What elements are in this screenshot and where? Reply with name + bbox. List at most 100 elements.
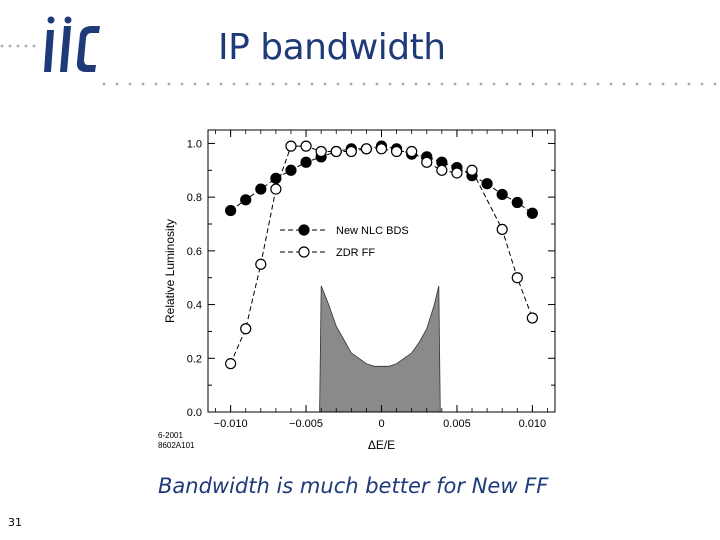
x-tick-label: 0.005 <box>443 418 471 430</box>
y-axis-label: Relative Luminosity <box>163 219 177 323</box>
underline-dot <box>141 82 145 86</box>
underline-dot <box>427 82 431 86</box>
point-zdr-ff <box>345 145 357 158</box>
underline-dot <box>687 82 691 86</box>
underline-dot <box>232 82 236 86</box>
point-zdr-ff <box>240 323 252 335</box>
point-zdr-ff <box>451 167 463 179</box>
underline-dot <box>414 82 418 86</box>
underline-dot <box>557 82 561 86</box>
x-tick-label: 0.010 <box>519 418 547 430</box>
point-new-nlc-bds <box>285 164 297 176</box>
underline-dot <box>505 82 509 86</box>
y-tick-label: 0.8 <box>187 192 202 204</box>
underline-dot <box>648 82 652 86</box>
underline-dot <box>479 82 483 86</box>
underline-dot <box>596 82 600 86</box>
underline-dot <box>245 82 249 86</box>
underline-dot <box>583 82 587 86</box>
underline-dot <box>362 82 366 86</box>
underline-dot <box>180 82 184 86</box>
underline-dot <box>635 82 639 86</box>
y-tick-label: 0.2 <box>187 353 202 365</box>
page-number: 31 <box>8 516 22 529</box>
underline-dot <box>323 82 327 86</box>
legend-label: ZDR FF <box>336 247 375 259</box>
point-new-nlc-bds <box>300 156 312 168</box>
point-new-nlc-bds <box>511 196 523 209</box>
underline-dot <box>700 82 704 86</box>
y-tick-label: 0.0 <box>187 407 202 419</box>
underline-dot <box>102 82 106 86</box>
figure-note: 6-2001 <box>158 431 183 440</box>
point-zdr-ff <box>270 183 282 195</box>
point-new-nlc-bds <box>255 183 267 195</box>
decorative-dots-left <box>0 44 36 48</box>
legend-label: New NLC BDS <box>336 225 409 237</box>
point-zdr-ff <box>300 140 312 152</box>
underline-dot <box>622 82 626 86</box>
svg-text:ilc: ilc <box>72 51 74 53</box>
luminosity-chart: 0.0 0.2 0.4 0.6 0.8 1.0 −0.010 −0.005 0 0.005 0.01… <box>158 129 556 452</box>
point-new-nlc-bds <box>225 204 237 217</box>
energy-spread-distribution <box>319 285 441 413</box>
x-axis-label: ΔE/E <box>368 438 395 452</box>
series-new-nlc-bds-line <box>230 145 533 214</box>
underline-dot <box>466 82 470 86</box>
slide-title: IP bandwidth <box>218 27 446 68</box>
point-zdr-ff <box>406 145 418 158</box>
y-tick-label: 0.6 <box>187 246 202 258</box>
underline-dot <box>388 82 392 86</box>
point-zdr-ff <box>466 164 478 176</box>
point-new-nlc-bds <box>240 194 252 206</box>
point-zdr-ff <box>360 143 373 155</box>
underline-dot <box>219 82 223 86</box>
y-tick-label: 0.4 <box>187 300 202 312</box>
underline-dot <box>401 82 405 86</box>
underline-dot <box>193 82 197 86</box>
underline-dot <box>453 82 457 86</box>
underline-dot <box>297 82 301 86</box>
underline-dot <box>440 82 444 86</box>
point-zdr-ff <box>225 358 237 370</box>
underline-dot <box>544 82 548 86</box>
underline-dot <box>375 82 379 86</box>
underline-dot <box>661 82 665 86</box>
underline-dot <box>570 82 574 86</box>
underline-dot <box>518 82 522 86</box>
point-zdr-ff <box>436 164 448 176</box>
figure-note: 8602A101 <box>158 441 195 450</box>
underline-dot <box>336 82 340 86</box>
point-zdr-ff <box>390 145 403 158</box>
underline-dot <box>258 82 262 86</box>
title-underline-dots <box>102 82 717 86</box>
point-zdr-ff <box>511 272 523 284</box>
point-zdr-ff <box>330 145 342 158</box>
point-zdr-ff <box>255 258 267 270</box>
x-tick-label: −0.010 <box>214 418 248 430</box>
underline-dot <box>154 82 158 86</box>
underline-dot <box>115 82 119 86</box>
underline-dot <box>206 82 210 86</box>
point-zdr-ff <box>285 140 297 152</box>
underline-dot <box>128 82 132 86</box>
point-new-nlc-bds <box>270 172 282 184</box>
underline-dot <box>167 82 171 86</box>
point-zdr-ff <box>421 156 433 168</box>
point-zdr-ff <box>315 145 327 158</box>
x-tick-label: 0 <box>378 418 384 430</box>
underline-dot <box>531 82 535 86</box>
legend-marker <box>298 246 310 258</box>
underline-dot <box>492 82 496 86</box>
point-zdr-ff <box>496 223 508 235</box>
point-new-nlc-bds <box>496 188 508 201</box>
underline-dot <box>674 82 678 86</box>
point-zdr-ff <box>375 143 388 155</box>
point-zdr-ff <box>526 312 538 324</box>
underline-dot <box>349 82 353 86</box>
underline-dot <box>271 82 275 86</box>
slide-caption: Bandwidth is much better for New FF <box>158 474 549 498</box>
legend-marker <box>298 224 310 236</box>
underline-dot <box>609 82 613 86</box>
underline-dot <box>310 82 314 86</box>
